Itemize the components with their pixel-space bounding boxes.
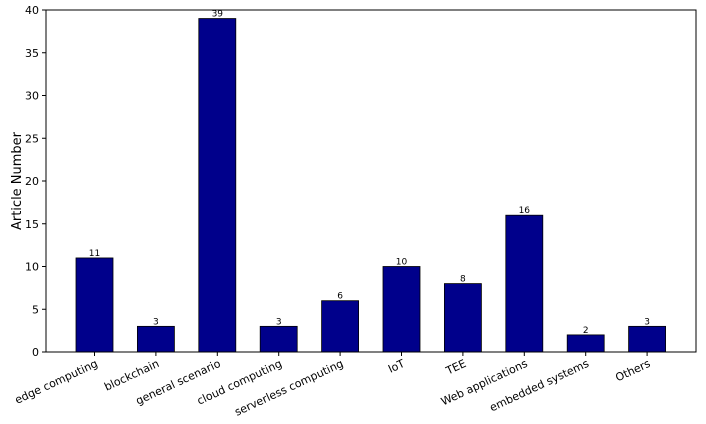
- plot-frame: [45, 9, 697, 353]
- data-label: 8: [460, 275, 466, 285]
- bar-serverless-computing: [321, 300, 360, 353]
- x-tick-label: embedded systems: [488, 357, 592, 415]
- data-label: 2: [583, 326, 589, 336]
- data-label: 3: [644, 317, 650, 327]
- x-tick-label: TEE: [443, 357, 468, 378]
- y-tick-label: 35: [25, 47, 39, 60]
- bar-blockchain: [136, 325, 175, 353]
- bar-tee: [443, 283, 482, 353]
- y-axis-ticks: 0 5 10 15 20 25 30 35 40: [25, 4, 46, 359]
- bar-iot: [382, 266, 421, 353]
- y-tick-label: 20: [25, 175, 39, 188]
- x-tick-label: Others: [613, 357, 652, 385]
- y-axis-label: Article Number: [10, 131, 25, 230]
- bar-edge-computing: [75, 257, 114, 353]
- data-label: 39: [212, 10, 224, 20]
- bar-web-applications: [505, 214, 544, 353]
- x-tick-label: IoT: [386, 357, 407, 376]
- data-label: 3: [276, 317, 282, 327]
- y-tick-label: 30: [25, 90, 39, 103]
- data-label: 6: [337, 292, 343, 302]
- y-tick-label: 5: [32, 303, 39, 316]
- y-tick-label: 25: [25, 132, 39, 145]
- y-tick-label: 15: [25, 218, 39, 231]
- y-tick-label: 10: [25, 261, 39, 274]
- bar-cloud-computing: [259, 325, 298, 353]
- x-tick-label: serverless computing: [233, 357, 346, 419]
- bar-general-scenario: [198, 18, 237, 353]
- y-tick-label: 40: [25, 4, 39, 17]
- data-labels-group: 11 3 39 3 6 10 8 16 2 3: [89, 10, 650, 336]
- bar-others: [628, 325, 666, 353]
- x-tick-label: edge computing: [13, 357, 100, 407]
- bar-embedded-systems: [566, 334, 605, 353]
- data-label: 10: [396, 258, 408, 268]
- data-label: 16: [519, 206, 531, 216]
- data-label: 11: [89, 249, 100, 259]
- y-tick-label: 0: [32, 346, 39, 359]
- bars-group: [75, 18, 666, 353]
- data-label: 3: [153, 317, 159, 327]
